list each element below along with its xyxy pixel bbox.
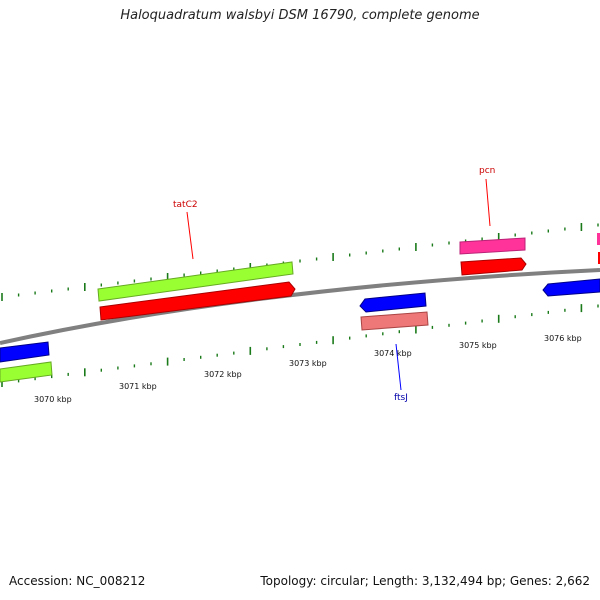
reverse-gene-track — [0, 278, 600, 363]
forward-cds-track — [97, 233, 600, 302]
tick-label-3070: 3070 kbp — [34, 395, 72, 404]
tick-labels: 3070 kbp 3071 kbp 3072 kbp 3073 kbp 3074… — [34, 334, 582, 404]
feature-rna-pcn[interactable] — [459, 237, 526, 255]
callout-line-tatC2 — [186, 211, 194, 260]
callout-line-ftsJ — [395, 343, 402, 391]
tick-label-3075: 3075 kbp — [459, 341, 497, 350]
inner-tick-track — [1, 304, 599, 387]
tick-label-3072: 3072 kbp — [204, 370, 242, 379]
tick-label-3071: 3071 kbp — [119, 382, 157, 391]
accession-label: Accession: NC_008212 — [9, 574, 146, 588]
callout-line-pcn — [485, 178, 491, 227]
genome-backbone — [0, 268, 600, 345]
feature-cds-tatC2[interactable] — [97, 261, 294, 302]
gene-label-ftsJ[interactable]: ftsJ — [394, 393, 408, 403]
gene-tatC2[interactable] — [99, 281, 296, 321]
gene-callouts: tatC2 pcn ftsJ — [173, 166, 495, 403]
gene-label-tatC2[interactable]: tatC2 — [173, 200, 198, 210]
tick-label-3076: 3076 kbp — [544, 334, 582, 343]
reverse-cds-track — [0, 311, 429, 383]
forward-gene-track — [99, 252, 600, 321]
gene-label-pcn[interactable]: pcn — [479, 166, 495, 176]
gene-pcn[interactable] — [460, 257, 527, 276]
genome-stats-label: Topology: circular; Length: 3,132,494 bp… — [260, 574, 590, 588]
gene-ftsJ[interactable] — [359, 292, 427, 313]
gene-left-edge[interactable] — [0, 341, 50, 363]
feature-rna-edge[interactable] — [597, 233, 600, 245]
feature-cds-ftsJ[interactable] — [360, 311, 429, 331]
genome-title: Haloquadratum walsbyi DSM 16790, complet… — [120, 8, 480, 23]
tick-label-3073: 3073 kbp — [289, 359, 327, 368]
feature-cds-left-edge[interactable] — [0, 361, 53, 383]
tick-label-3074: 3074 kbp — [374, 349, 412, 358]
gene-right-blue[interactable] — [542, 278, 600, 297]
